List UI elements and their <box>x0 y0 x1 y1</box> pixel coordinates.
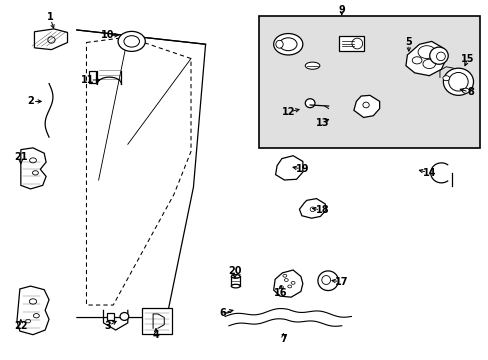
Polygon shape <box>299 199 325 218</box>
Ellipse shape <box>321 275 330 284</box>
Text: 10: 10 <box>101 30 114 40</box>
Ellipse shape <box>123 36 139 47</box>
Polygon shape <box>273 270 302 297</box>
Text: 15: 15 <box>461 54 474 64</box>
Ellipse shape <box>290 282 294 284</box>
Ellipse shape <box>442 76 449 81</box>
Ellipse shape <box>448 72 467 91</box>
Ellipse shape <box>279 286 283 289</box>
Ellipse shape <box>287 285 291 288</box>
Ellipse shape <box>26 319 30 323</box>
Ellipse shape <box>422 59 435 68</box>
Ellipse shape <box>279 38 296 51</box>
Ellipse shape <box>231 275 240 278</box>
Text: 6: 6 <box>219 308 226 318</box>
Text: 11: 11 <box>81 75 95 85</box>
Text: 4: 4 <box>152 330 159 341</box>
Ellipse shape <box>305 99 314 108</box>
Ellipse shape <box>231 284 240 288</box>
Polygon shape <box>275 156 302 180</box>
Bar <box>338 36 364 51</box>
Ellipse shape <box>411 57 421 64</box>
Polygon shape <box>34 29 67 50</box>
Ellipse shape <box>275 40 283 48</box>
Text: 9: 9 <box>338 5 345 15</box>
Ellipse shape <box>48 37 55 43</box>
Bar <box>142 308 171 334</box>
Ellipse shape <box>283 274 286 277</box>
Polygon shape <box>21 148 46 189</box>
Text: 1: 1 <box>46 13 53 22</box>
Bar <box>259 16 479 148</box>
Text: 5: 5 <box>405 37 411 48</box>
Polygon shape <box>17 286 49 335</box>
Text: 20: 20 <box>227 266 241 276</box>
Text: 2: 2 <box>27 96 34 107</box>
Ellipse shape <box>362 102 368 108</box>
Text: 17: 17 <box>334 277 348 287</box>
Ellipse shape <box>120 312 128 320</box>
Bar <box>107 313 114 320</box>
Ellipse shape <box>30 158 36 163</box>
Text: 7: 7 <box>280 334 286 344</box>
Text: 12: 12 <box>281 107 294 117</box>
Text: 3: 3 <box>104 321 111 332</box>
Ellipse shape <box>33 314 39 318</box>
Text: 19: 19 <box>296 164 309 174</box>
Ellipse shape <box>273 33 302 55</box>
Bar <box>89 71 96 84</box>
Ellipse shape <box>305 62 319 69</box>
Ellipse shape <box>461 88 468 93</box>
Text: 16: 16 <box>274 288 287 297</box>
Ellipse shape <box>284 279 287 282</box>
Ellipse shape <box>429 47 447 64</box>
Ellipse shape <box>436 52 445 61</box>
Text: 21: 21 <box>14 152 27 162</box>
Polygon shape <box>353 95 379 117</box>
Ellipse shape <box>32 171 38 175</box>
Ellipse shape <box>317 271 338 291</box>
Ellipse shape <box>118 31 145 51</box>
Ellipse shape <box>351 38 362 49</box>
Text: 22: 22 <box>14 321 27 332</box>
Text: 14: 14 <box>422 168 435 178</box>
Text: 13: 13 <box>315 118 328 128</box>
Ellipse shape <box>29 299 37 304</box>
Text: 18: 18 <box>315 205 328 215</box>
Polygon shape <box>405 41 446 76</box>
Ellipse shape <box>309 207 314 212</box>
Ellipse shape <box>417 46 435 59</box>
Ellipse shape <box>443 68 472 95</box>
Text: 8: 8 <box>467 87 473 98</box>
